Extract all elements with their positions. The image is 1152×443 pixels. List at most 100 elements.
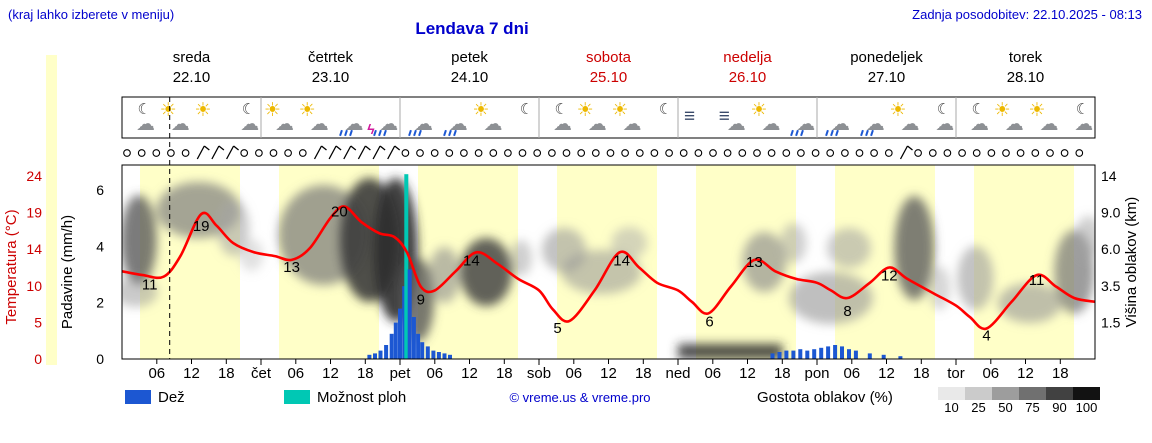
svg-text:tor: tor <box>947 365 965 382</box>
sun-icon: ☀ <box>298 100 316 121</box>
svg-text:4: 4 <box>96 238 104 254</box>
icon-box <box>121 96 1096 139</box>
svg-text:6.0: 6.0 <box>1101 241 1121 257</box>
sun-icon: ☀ <box>993 100 1011 121</box>
weather-icon-cloud-moon: ☁ ☾ <box>1060 100 1094 136</box>
svg-text:pet: pet <box>390 365 412 382</box>
cloud-cover-layer <box>122 178 1095 359</box>
weather-icon-sun-cloud: ☀ ☁ <box>748 100 782 136</box>
page-title: Lendava 7 dni <box>415 19 529 38</box>
moon-icon: ☾ <box>241 101 256 118</box>
wind-calm-icon <box>284 149 292 157</box>
wind-calm-icon <box>1031 149 1040 157</box>
day-date: 28.10 <box>1006 69 1045 86</box>
svg-text:06: 06 <box>843 365 860 382</box>
day-date: 23.10 <box>311 69 350 86</box>
sun-icon: ☀ <box>159 100 177 121</box>
wind-calm-icon <box>401 149 410 157</box>
wind-calm-icon <box>591 149 600 157</box>
weather-icon-sun-cloud: ☀ ☁ <box>261 100 295 136</box>
weather-icon-sun-cloud: ☀ ☁ <box>1026 100 1060 136</box>
wind-calm-icon <box>987 149 996 157</box>
density-scale-tick: 25 <box>971 400 986 415</box>
weather-icon-cloud-sun: ☁ ☀ <box>574 100 608 136</box>
svg-text:12: 12 <box>1017 365 1034 382</box>
wind-calm-icon <box>738 149 747 157</box>
day-name: četrtek <box>307 49 353 66</box>
weather-icon-moon-cloud: ☾ ☁ <box>226 100 260 136</box>
svg-text:14: 14 <box>26 241 42 257</box>
wind-calm-icon <box>269 149 278 157</box>
svg-text:12: 12 <box>461 365 478 382</box>
wind-calm-icon <box>240 149 249 157</box>
svg-text:13: 13 <box>746 254 763 271</box>
svg-text:12: 12 <box>600 365 617 382</box>
wind-calm-icon <box>474 149 483 157</box>
svg-text:8: 8 <box>843 303 851 320</box>
cloud-icon: ☁ <box>865 114 885 135</box>
cloud-icon: ☁ <box>1039 114 1059 135</box>
wind-calm-icon <box>943 149 952 157</box>
day-name: ponedeljek <box>850 49 923 66</box>
weather-icon-moon-cloud: ☾ ☁ <box>921 100 955 136</box>
svg-text:11: 11 <box>142 277 158 294</box>
wind-calm-icon <box>753 149 761 157</box>
svg-text:čet: čet <box>251 365 272 382</box>
density-scale-tick: 50 <box>998 400 1013 415</box>
day-header-sobota: sobota 25.10 <box>539 49 678 86</box>
sun-icon: ☀ <box>889 100 907 121</box>
weather-icon-sun: ☀ <box>192 100 226 136</box>
svg-text:10: 10 <box>26 278 42 294</box>
wind-calm-icon <box>1060 149 1069 157</box>
wind-calm-icon <box>841 149 849 157</box>
wind-calm-icon <box>255 149 263 157</box>
density-scale-tick: 75 <box>1025 400 1040 415</box>
temperature-axis-ticks: 24 19 14 10 5 0 <box>26 168 42 367</box>
cloud-density-scale <box>938 387 1100 400</box>
wind-calm-icon <box>445 149 454 157</box>
svg-text:18: 18 <box>635 365 652 382</box>
lightning-icon: ϟ <box>367 121 375 137</box>
sun-icon: ☀ <box>576 100 594 121</box>
cloud-icon: ☁ <box>344 114 364 135</box>
svg-text:24: 24 <box>26 168 42 184</box>
fog-icon: ≡ <box>684 106 695 127</box>
wind-calm-icon <box>958 149 966 157</box>
weather-icon-moon: ☾ <box>504 100 538 136</box>
credit-link[interactable]: © vreme.us & vreme.pro <box>509 390 651 405</box>
wind-calm-icon <box>884 149 893 157</box>
wind-calm-icon <box>152 149 161 157</box>
svg-text:11: 11 <box>1029 272 1045 289</box>
wind-calm-icon <box>870 149 878 157</box>
cloud-icon: ☁ <box>309 114 329 135</box>
weather-icon-fog-cloud: ≡ ☁ <box>713 100 747 136</box>
svg-text:06: 06 <box>148 365 165 382</box>
svg-text:13: 13 <box>283 259 300 276</box>
moon-icon: ☾ <box>554 101 568 118</box>
wind-calm-icon <box>1002 149 1010 157</box>
svg-text:14: 14 <box>1101 168 1117 184</box>
cloud-icon: ☁ <box>1074 114 1094 135</box>
wind-calm-icon <box>811 149 820 157</box>
cloud-icon: ☁ <box>587 114 607 135</box>
wind-calm-icon <box>826 149 835 157</box>
wind-barb-icon <box>387 145 401 160</box>
wind-calm-icon <box>723 149 732 157</box>
wind-calm-icon <box>137 149 146 157</box>
svg-text:pon: pon <box>804 365 829 382</box>
density-scale-cell <box>1073 387 1100 400</box>
weather-icon-cloud-rain: ☁ <box>782 100 816 137</box>
cloud-icon: ☁ <box>796 114 816 135</box>
sun-icon: ☀ <box>1028 100 1046 121</box>
cloud-icon: ☁ <box>414 114 433 135</box>
cloud-icon: ☁ <box>726 114 746 135</box>
wind-calm-icon <box>416 149 424 157</box>
svg-text:0: 0 <box>96 351 104 367</box>
x-axis: 06 12 18 čet 06 12 18 pet 06 12 18 sob 06 12 18 ned 06 12… <box>148 359 1069 382</box>
wind-calm-icon <box>650 149 659 157</box>
moon-icon: ☾ <box>137 101 151 118</box>
svg-text:5: 5 <box>553 320 561 337</box>
fog-icon: ≡ <box>718 106 730 127</box>
wind-row <box>123 145 1084 160</box>
day-header-ponedeljek: ponedeljek 27.10 <box>817 49 956 86</box>
